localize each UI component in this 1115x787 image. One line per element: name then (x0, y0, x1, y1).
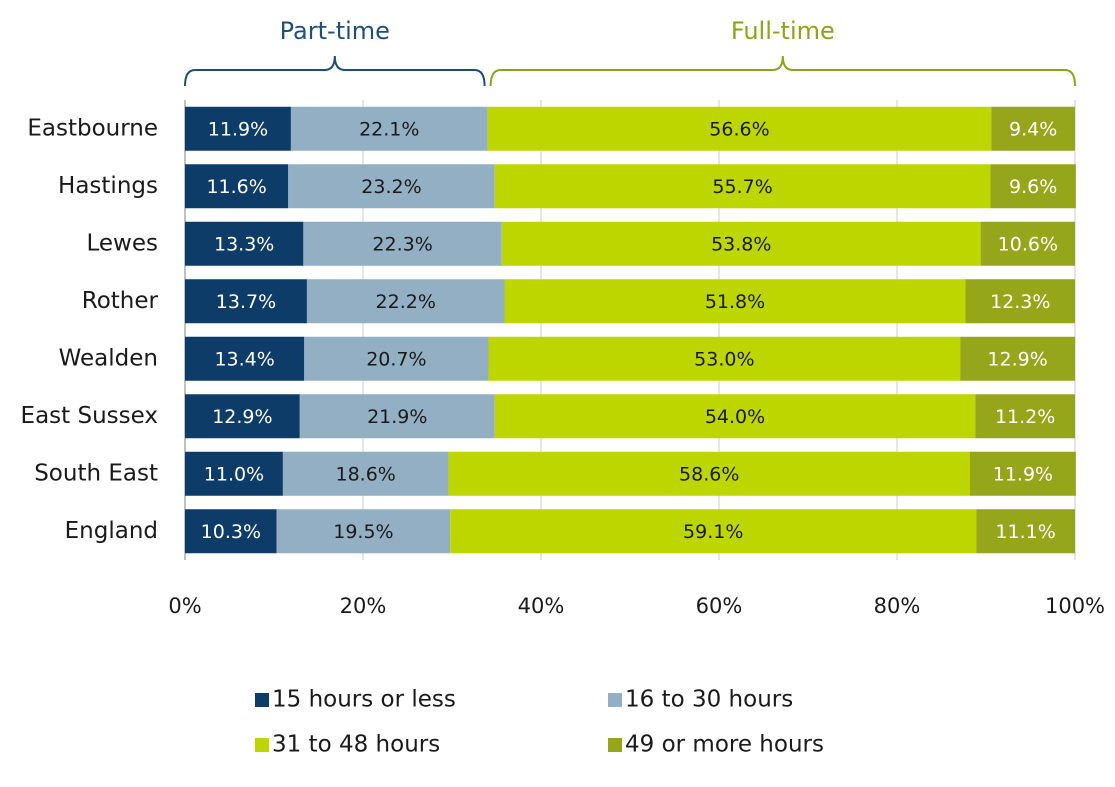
value-label: 18.6% (335, 463, 395, 485)
bar-segment (975, 394, 1075, 439)
value-label: 56.6% (709, 118, 769, 140)
x-tick-label: 100% (1045, 594, 1105, 618)
legend-swatch (255, 738, 269, 752)
bar-segment (276, 509, 451, 554)
value-label: 53.8% (711, 233, 771, 255)
bar-segment (494, 394, 976, 439)
value-label: 53.0% (694, 348, 754, 370)
bar-segment (306, 279, 505, 324)
value-label: 20.7% (366, 348, 426, 370)
category-label: Eastbourne (27, 115, 158, 141)
bar-segment (185, 451, 283, 496)
category-label: Lewes (86, 230, 158, 256)
bar-segment (450, 509, 977, 554)
bar-segment (303, 221, 502, 266)
x-tick-label: 20% (340, 594, 387, 618)
bar-segment (185, 336, 305, 381)
bar-segment (290, 106, 488, 151)
annotation: Part-time (280, 17, 390, 45)
bar-segment (288, 164, 495, 209)
value-label: 13.7% (216, 291, 276, 313)
value-label: 11.9% (208, 118, 268, 140)
x-tick-label: 0% (168, 594, 201, 618)
value-label: 11.0% (204, 463, 264, 485)
legend-swatch (255, 693, 269, 707)
value-label: 9.6% (1009, 176, 1057, 198)
value-label: 11.1% (995, 521, 1055, 543)
bar-segment (487, 106, 992, 151)
x-tick-label: 60% (696, 594, 743, 618)
value-label: 11.9% (993, 463, 1053, 485)
bar-segment (969, 451, 1076, 496)
legend-label: 15 hours or less (272, 687, 456, 713)
bar-segment (299, 394, 495, 439)
value-label: 13.4% (214, 348, 274, 370)
bracket (489, 55, 1076, 87)
bar-segment (960, 336, 1075, 381)
value-label: 10.6% (998, 233, 1058, 255)
bar-segment (304, 336, 489, 381)
x-tick-label: 40% (518, 594, 565, 618)
bar-segment (282, 451, 449, 496)
legend-label: 31 to 48 hours (272, 732, 440, 758)
bar-segment (185, 106, 291, 151)
legend-swatch (608, 738, 622, 752)
bar-segment (448, 451, 970, 496)
category-label: Rother (82, 288, 159, 314)
bracket (184, 55, 486, 87)
category-label: England (65, 518, 158, 544)
annotation: Full-time (731, 17, 835, 45)
value-label: 19.5% (333, 521, 393, 543)
bar-segment (185, 279, 307, 324)
bar-segment (980, 221, 1075, 266)
value-label: 59.1% (683, 521, 743, 543)
bar-segment (990, 164, 1076, 209)
bar-segment (965, 279, 1075, 324)
value-label: 23.2% (361, 176, 421, 198)
bar-segment (976, 509, 1075, 554)
value-label: 22.1% (359, 118, 419, 140)
bar-segment (991, 106, 1075, 151)
category-label: East Sussex (21, 403, 158, 429)
category-label: Wealden (59, 345, 158, 371)
bar-segment (185, 509, 277, 554)
bar-segment (488, 336, 961, 381)
value-label: 11.2% (995, 406, 1055, 428)
category-label: Hastings (58, 173, 158, 199)
value-label: 12.9% (987, 348, 1047, 370)
value-label: 22.3% (372, 233, 432, 255)
bar-segment (504, 279, 966, 324)
value-label: 10.3% (201, 521, 261, 543)
value-label: 9.4% (1009, 118, 1057, 140)
legend-label: 49 or more hours (625, 732, 824, 758)
x-tick-label: 80% (874, 594, 921, 618)
bar-segment (494, 164, 991, 209)
value-label: 12.3% (990, 291, 1050, 313)
bar-segment (185, 394, 300, 439)
value-label: 11.6% (206, 176, 266, 198)
bar-segment (185, 221, 304, 266)
value-label: 51.8% (705, 291, 765, 313)
bar-segment (185, 164, 289, 209)
category-label: South East (34, 460, 158, 486)
value-label: 22.2% (376, 291, 436, 313)
value-label: 21.9% (367, 406, 427, 428)
legend-swatch (608, 693, 622, 707)
value-label: 13.3% (214, 233, 274, 255)
value-label: 58.6% (679, 463, 739, 485)
bar-segment (501, 221, 981, 266)
legend-label: 16 to 30 hours (625, 687, 793, 713)
value-label: 54.0% (705, 406, 765, 428)
value-label: 12.9% (212, 406, 272, 428)
value-label: 55.7% (712, 176, 772, 198)
